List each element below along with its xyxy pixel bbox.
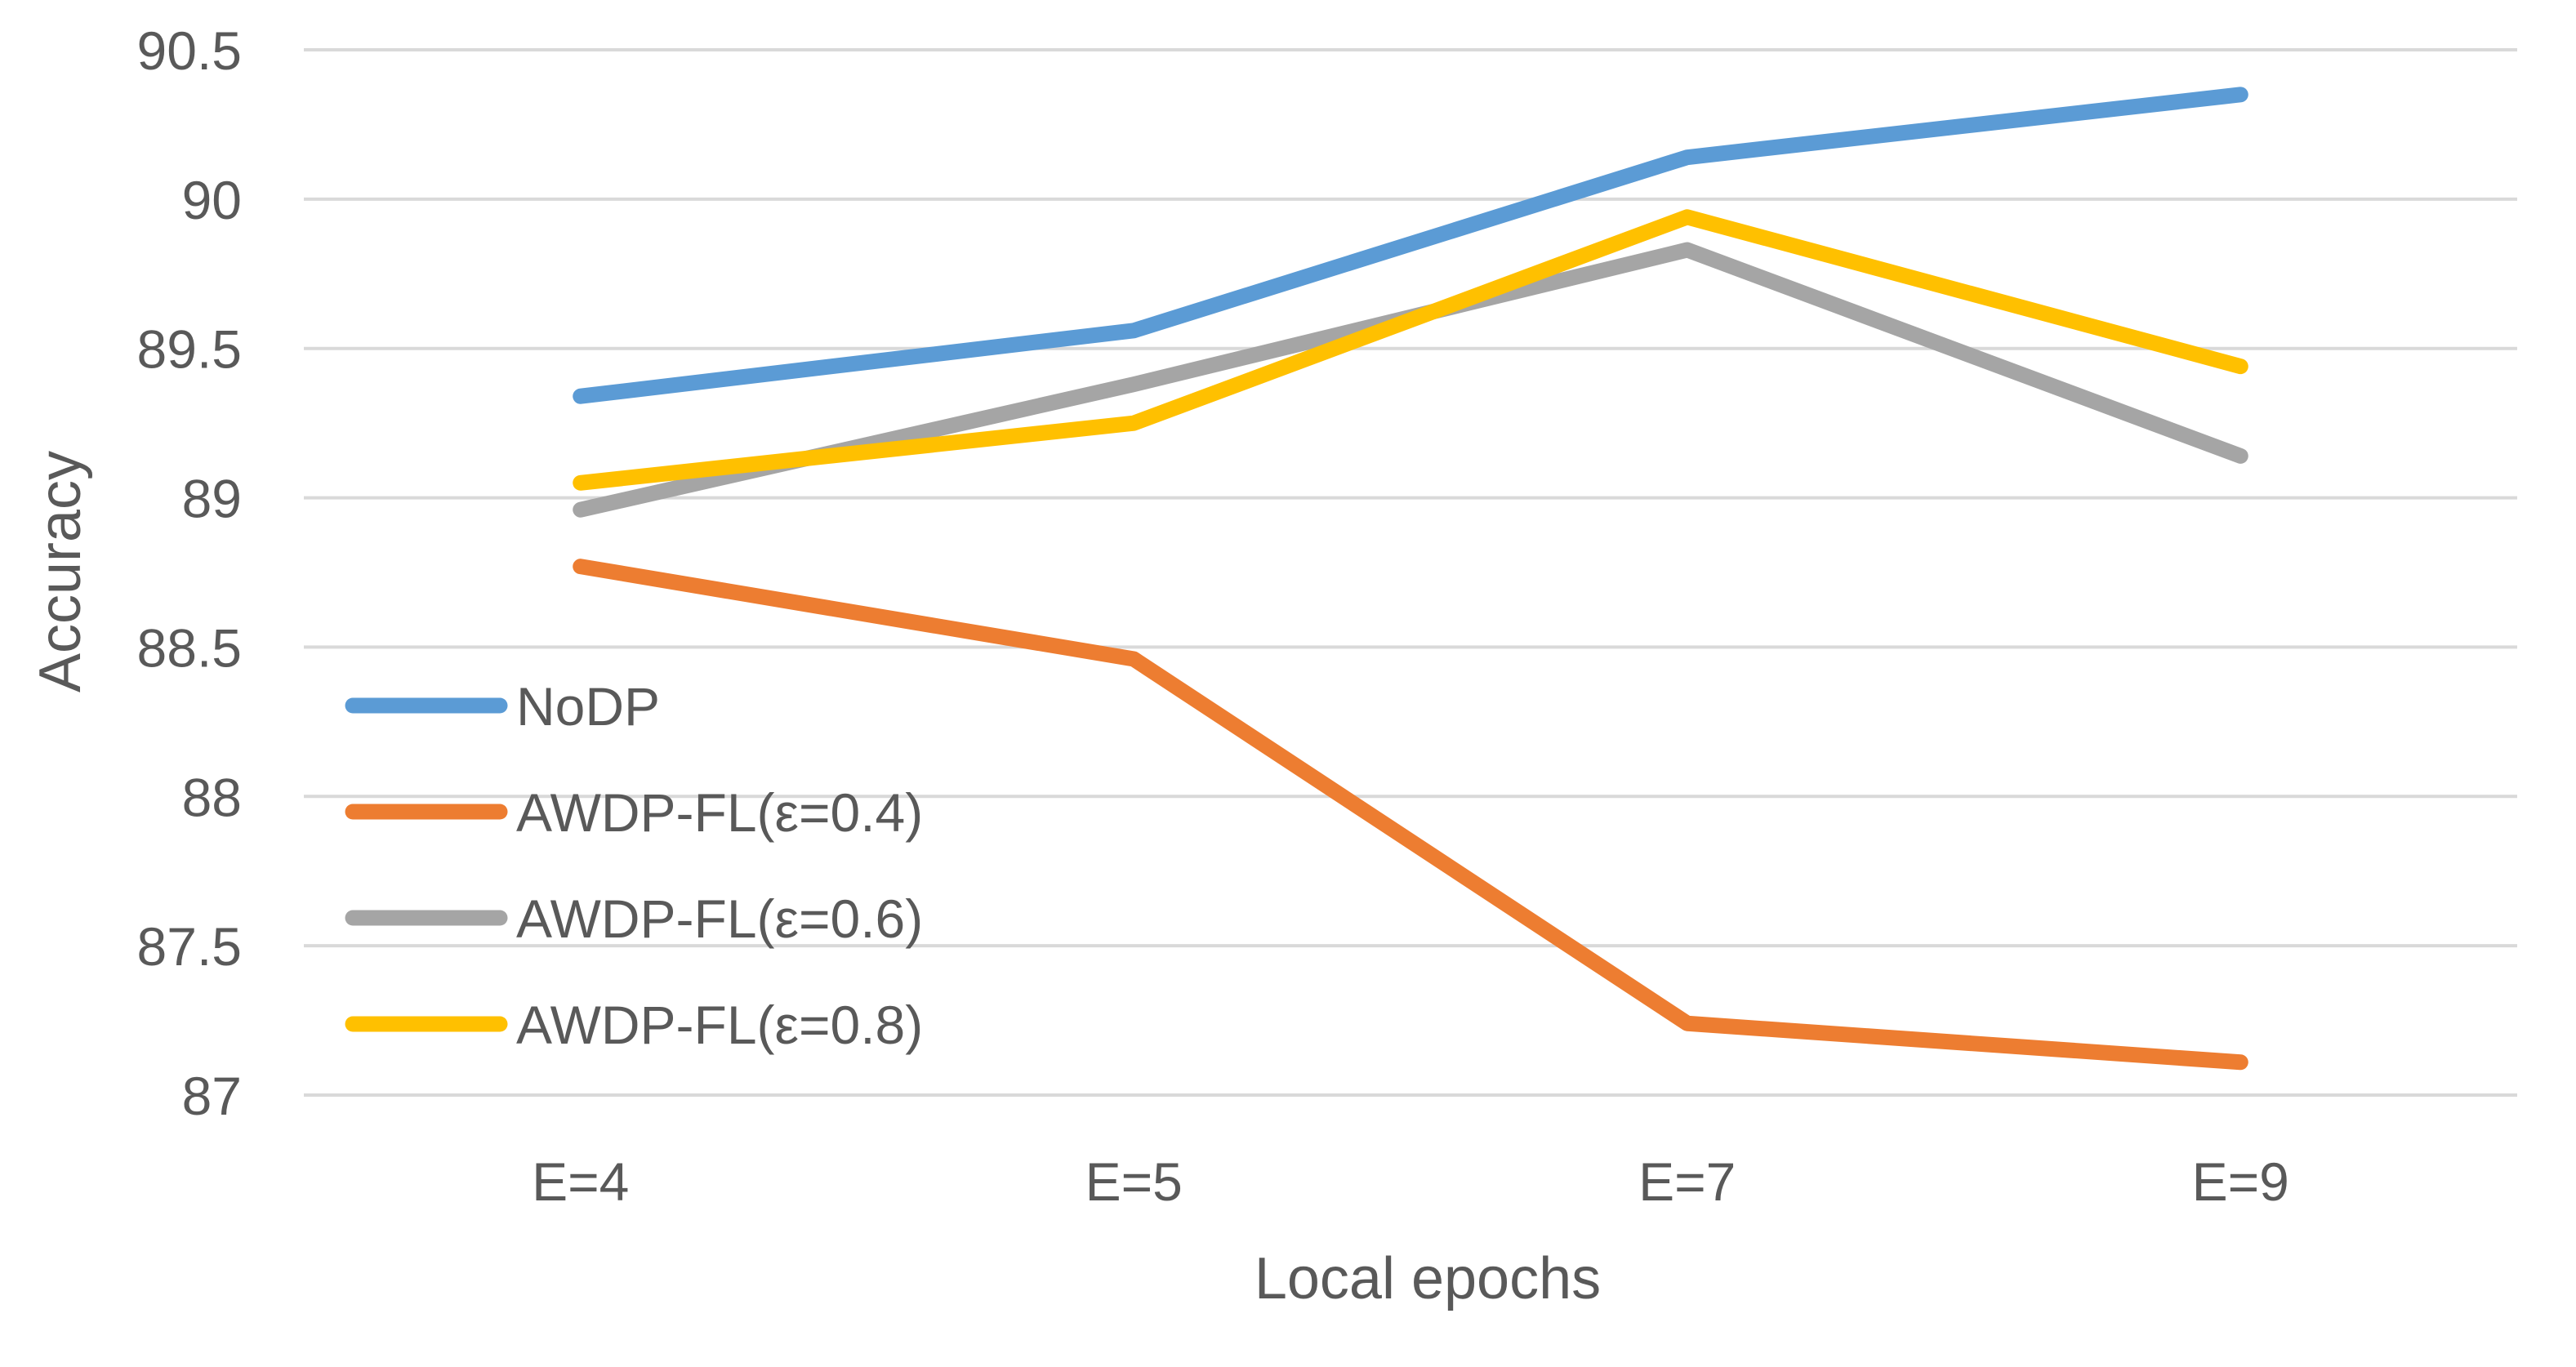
y-tick-label: 88 <box>182 767 242 827</box>
y-tick-label: 87 <box>182 1066 242 1126</box>
legend-label: NoDP <box>516 676 660 737</box>
legend: NoDP AWDP-FL(ε=0.4) AWDP-FL(ε=0.6) AWDP-FL(… <box>345 676 923 1055</box>
x-tick-label: E=7 <box>1638 1151 1736 1212</box>
grid-lines <box>304 48 2517 1097</box>
y-tick-label: 89 <box>182 469 242 529</box>
y-tick-label: 90.5 <box>137 20 242 81</box>
x-tick-label: E=9 <box>2192 1151 2289 1212</box>
legend-label: AWDP-FL(ε=0.8) <box>516 995 923 1055</box>
legend-label: AWDP-FL(ε=0.4) <box>516 782 923 843</box>
y-tick-label: 87.5 <box>137 916 242 977</box>
x-axis-ticks: E=4 E=5 E=7 E=9 <box>532 1151 2289 1212</box>
y-axis-ticks: 87 87.5 88 88.5 89 89.5 90 90.5 <box>137 20 242 1126</box>
x-axis-title: Local epochs <box>1255 1246 1601 1311</box>
y-tick-label: 88.5 <box>137 617 242 678</box>
series-line-2 <box>573 559 2248 1071</box>
y-tick-label: 89.5 <box>137 319 242 380</box>
y-tick-label: 90 <box>182 170 242 230</box>
x-tick-label: E=4 <box>532 1151 629 1212</box>
series-lines <box>573 87 2248 1071</box>
series-line-4 <box>573 209 2248 491</box>
legend-label: AWDP-FL(ε=0.6) <box>516 888 923 949</box>
series-line-1 <box>573 87 2248 404</box>
series-line-3 <box>573 242 2248 518</box>
x-tick-label: E=5 <box>1085 1151 1183 1212</box>
y-axis-title: Accuracy <box>28 451 93 692</box>
